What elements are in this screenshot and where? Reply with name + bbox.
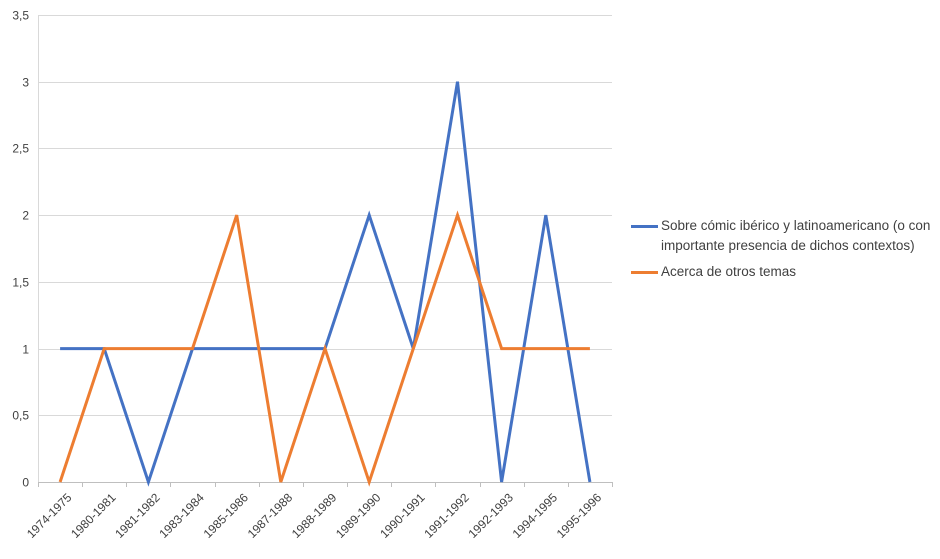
y-tick-label: 3,5 [12, 9, 29, 23]
legend-swatch-otros [631, 271, 658, 274]
x-tick-label: 1990-1991 [377, 490, 428, 541]
y-tick-label: 0,5 [12, 409, 29, 423]
series-line-iberico [60, 81, 592, 487]
legend-label-iberico: Sobre cómic ibérico y latinoamericano (o… [661, 218, 931, 253]
x-tick-label: 1974-1975 [24, 490, 75, 541]
x-tick-label: 1988-1989 [289, 490, 340, 541]
x-tick-label: 1985-1986 [201, 490, 252, 541]
x-tick-label: 1981-1982 [112, 490, 163, 541]
y-tick-label: 3 [22, 76, 29, 90]
legend-label-otros: Acerca de otros temas [661, 264, 797, 279]
y-axis-ticks: 0 0,5 1 1,5 2 2,5 3 3,5 [12, 9, 29, 490]
legend-item-iberico: Sobre cómic ibérico y latinoamericano (o… [631, 216, 936, 256]
x-tick-label: 1989-1990 [333, 490, 384, 541]
y-tick-label: 1 [22, 343, 29, 357]
x-tick-label: 1995-1996 [554, 490, 605, 541]
y-tick-label: 2 [22, 209, 29, 223]
series-line-otros [58, 210, 590, 487]
legend-swatch-iberico [631, 225, 658, 228]
x-tick-label: 1980-1981 [68, 490, 119, 541]
y-tick-label: 1,5 [12, 276, 29, 290]
x-tick-label: 1994-1995 [510, 490, 561, 541]
y-tick-label: 2,5 [12, 142, 29, 156]
gridlines [38, 15, 612, 416]
y-tick-label: 0 [22, 476, 29, 490]
legend-item-otros: Acerca de otros temas [631, 262, 936, 282]
series-lines [58, 81, 592, 487]
x-tick-label: 1991-1992 [421, 490, 472, 541]
x-tick-label: 1983-1984 [156, 490, 207, 541]
x-axis: 1974-19751980-19811981-19821983-19841985… [24, 15, 613, 541]
x-tick-label: 1992-1993 [465, 490, 516, 541]
x-tick-label: 1987-1988 [245, 490, 296, 541]
legend: Sobre cómic ibérico y latinoamericano (o… [631, 216, 936, 288]
